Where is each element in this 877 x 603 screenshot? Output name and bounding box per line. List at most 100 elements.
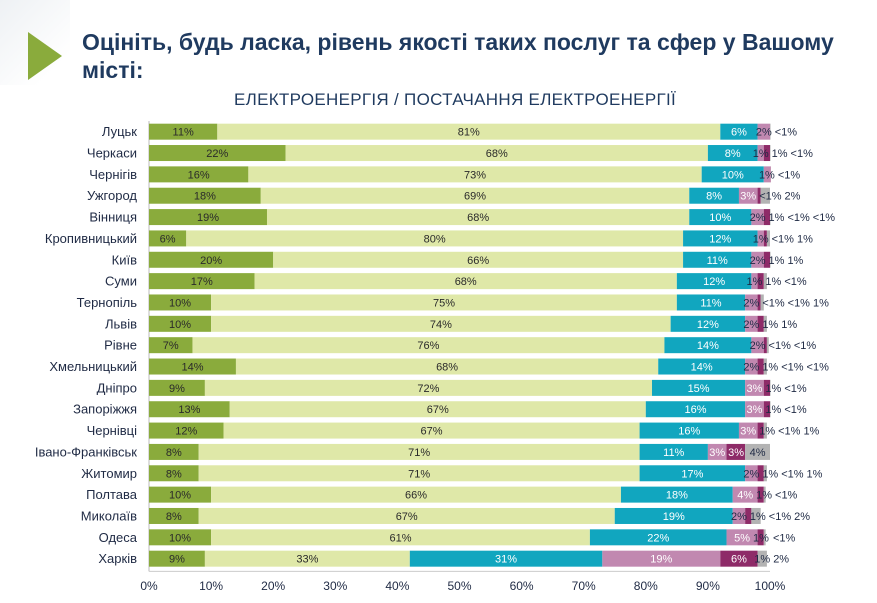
bar-segment <box>149 422 224 439</box>
x-tick-label: 80% <box>634 579 658 593</box>
bar-segment <box>770 209 771 226</box>
segment-label: 17% <box>191 276 213 288</box>
bar-segment <box>757 422 764 439</box>
bar-segment <box>248 166 702 183</box>
bar-segment <box>770 401 771 418</box>
bar-segment <box>757 486 764 503</box>
bar-segment <box>763 401 770 418</box>
row-label: Ужгород <box>87 188 137 203</box>
segment-label: 66% <box>405 490 427 502</box>
row-label: Харків <box>98 551 137 566</box>
segment-label: 1% <box>769 212 785 224</box>
bar-segment <box>192 337 665 354</box>
segment-label: 10% <box>169 490 191 502</box>
bar-segment <box>689 187 739 204</box>
segment-label: 4% <box>737 490 753 502</box>
segment-label: <1% <box>772 233 795 245</box>
segment-label: 33% <box>296 554 318 566</box>
segment-label: 68% <box>486 148 508 160</box>
segment-label: 61% <box>389 532 411 544</box>
bar-segment <box>149 251 274 268</box>
segment-label: 18% <box>194 191 216 203</box>
x-tick-label: 70% <box>572 579 596 593</box>
segment-label: 1% <box>754 554 770 566</box>
segment-label: 3% <box>728 447 744 459</box>
outside-label: 1% <box>803 426 819 438</box>
outside-label: 2% <box>785 191 801 203</box>
bar-segment <box>745 315 758 332</box>
segment-label: 1% <box>753 233 769 245</box>
bar-segment <box>760 187 770 204</box>
row-label: Полтава <box>86 487 138 502</box>
segment-label: 2% <box>750 255 766 267</box>
row-label: Дніпро <box>97 380 137 395</box>
bar-segment <box>720 123 758 140</box>
outside-label: <1% <box>794 340 817 352</box>
bar-segment <box>149 550 205 567</box>
segment-label: 67% <box>427 404 449 416</box>
segment-label: 74% <box>430 319 452 331</box>
bar-segment <box>676 273 752 290</box>
segment-label: 12% <box>175 426 197 438</box>
bar-segment <box>763 315 767 332</box>
segment-label: 1% <box>762 319 778 331</box>
bar-segment <box>770 379 771 396</box>
bar-segment <box>770 251 771 268</box>
segment-label: 1% <box>753 532 769 544</box>
bar-segment <box>602 550 721 567</box>
segment-label: 17% <box>681 468 703 480</box>
bar-segment <box>738 187 758 204</box>
row-label: Чернівці <box>87 423 138 438</box>
row-label: Запоріжжя <box>73 402 137 417</box>
segment-label: <1% <box>778 426 801 438</box>
segment-label: 3% <box>709 447 725 459</box>
bar-segment <box>204 550 410 567</box>
outside-label: 1% <box>797 233 813 245</box>
bar-segment <box>745 465 758 482</box>
segment-label: 19% <box>650 554 672 566</box>
bar-segment <box>670 315 746 332</box>
row-label: Івано-Франківськ <box>35 444 137 459</box>
bar-segment <box>763 422 767 439</box>
bar-segment <box>266 209 690 226</box>
segment-label: 76% <box>417 340 439 352</box>
x-tick-label: 40% <box>385 579 409 593</box>
segment-label: 68% <box>455 276 477 288</box>
segment-label: 66% <box>467 255 489 267</box>
bar-segment <box>211 315 671 332</box>
segment-label: 14% <box>691 362 713 374</box>
segment-label: 22% <box>647 532 669 544</box>
segment-label: 2% <box>743 468 759 480</box>
row-label: Житомир <box>81 466 137 481</box>
outside-label: 1% <box>781 319 797 331</box>
bar-segment <box>757 315 764 332</box>
x-tick-label: 0% <box>140 579 158 593</box>
bar-segment <box>658 358 746 375</box>
segment-label: 19% <box>197 212 219 224</box>
bar-segment <box>149 529 212 546</box>
segment-label: 13% <box>178 404 200 416</box>
bar-segment <box>149 209 267 226</box>
segment-label: <1% <box>778 169 801 181</box>
segment-label: 14% <box>697 340 719 352</box>
outside-label: <1% <box>784 404 807 416</box>
bar-segment <box>254 273 677 290</box>
bar-segment <box>198 465 640 482</box>
segment-label: 7% <box>163 340 179 352</box>
bar-segment <box>260 187 690 204</box>
bar-segment <box>766 230 770 247</box>
segment-label: 6% <box>731 554 747 566</box>
segment-label: 2% <box>731 511 747 523</box>
bar-segment <box>707 145 758 162</box>
bar-segment <box>757 273 764 290</box>
bar-segment <box>149 465 199 482</box>
bar-segment <box>149 294 212 311</box>
bar-segment <box>149 507 199 524</box>
bar-segment <box>683 251 752 268</box>
segment-label: 9% <box>169 383 185 395</box>
x-tick-label: 60% <box>510 579 534 593</box>
chart-subtitle: ЕЛЕКТРОЕНЕРГІЯ / ПОСТАЧАННЯ ЕЛЕКТРОЕНЕРГ… <box>233 90 677 109</box>
bar-segment <box>149 337 193 354</box>
bar-segment <box>149 358 236 375</box>
